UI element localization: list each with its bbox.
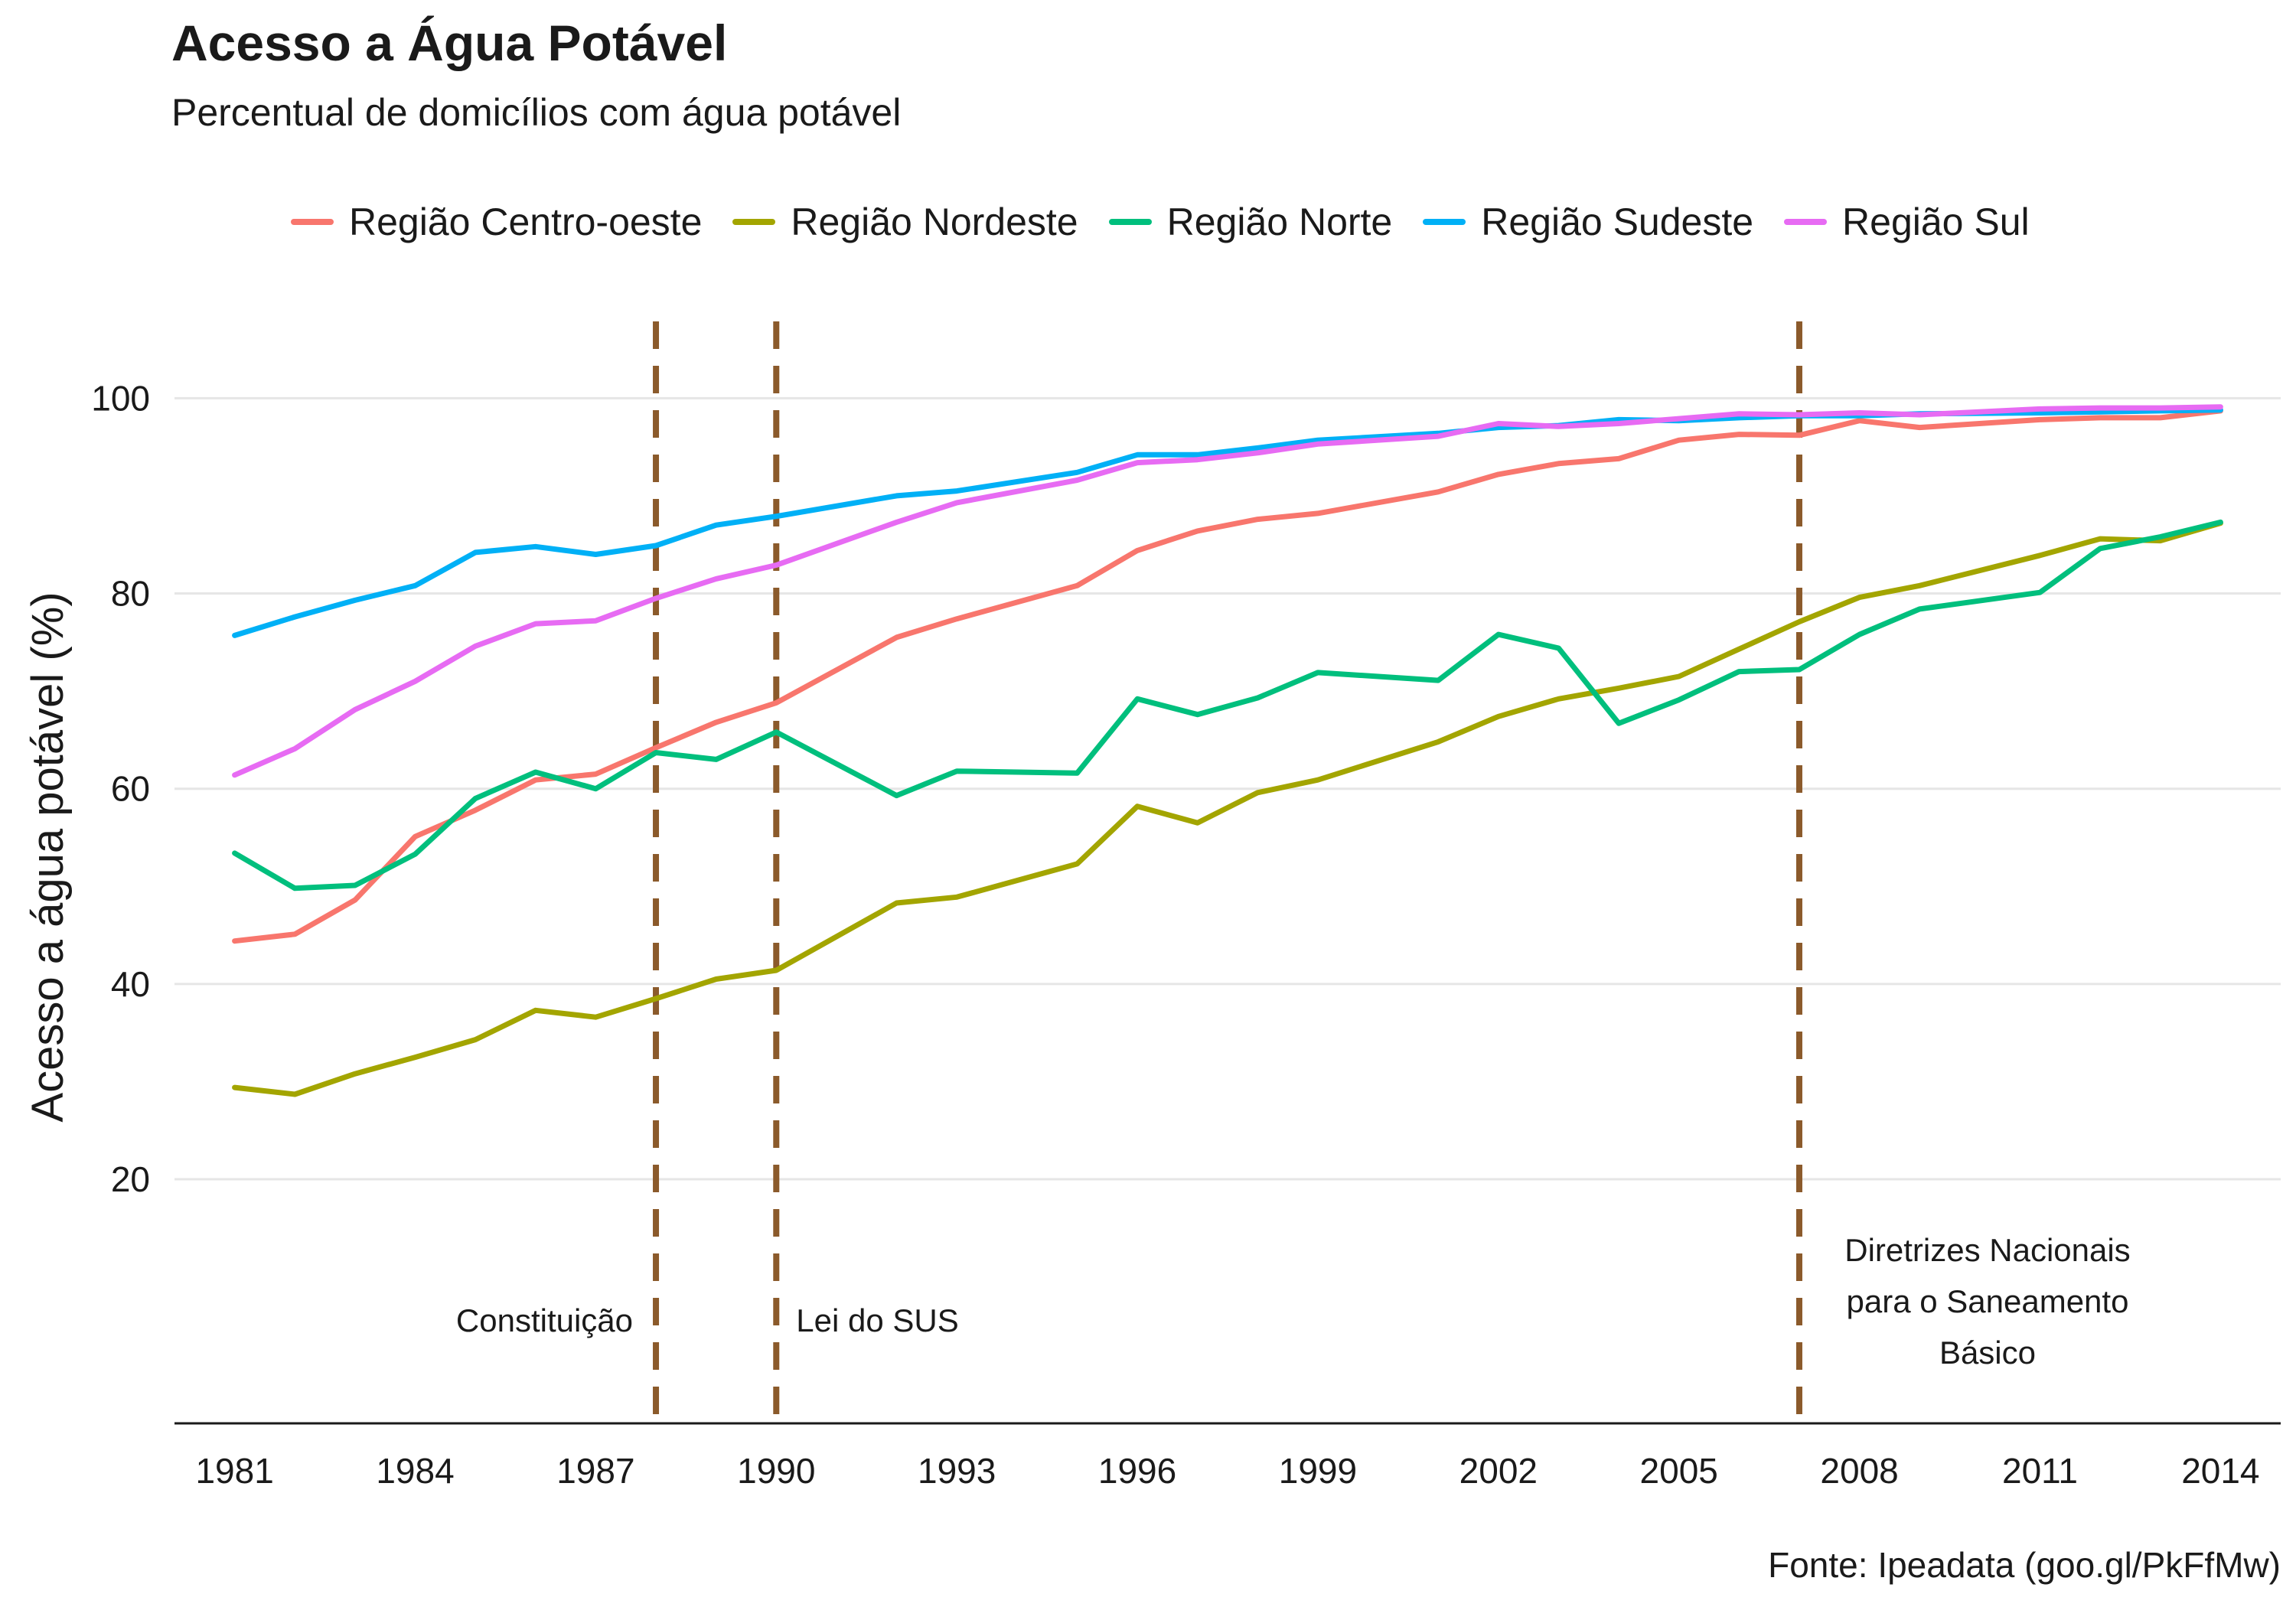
legend-item: Região Sudeste [1423,200,1753,244]
source-note: Fonte: Ipeadata (goo.gl/PkFfMw) [1768,1545,2281,1585]
legend-swatch [732,219,776,225]
legend-label: Região Sudeste [1481,200,1754,243]
x-tick-label: 1990 [737,1451,815,1491]
legend-swatch [291,219,334,225]
x-tick-label: 1981 [195,1451,273,1491]
y-tick-label: 60 [111,769,150,809]
annotation-label: Diretrizes Nacionais [1844,1232,2130,1268]
annotation-label: para o Saneamento [1847,1283,2129,1319]
legend-label: Região Sul [1842,200,2030,243]
legend-item: Região Norte [1108,200,1393,244]
x-tick-label: 2014 [2181,1451,2259,1491]
annotation-label: Lei do SUS [796,1302,958,1338]
series-line-2 [232,520,2223,1097]
legend: Região Centro-oeste Região Nordeste Região… [291,191,2030,253]
y-tick-label: 40 [111,964,150,1004]
legend-item: Região Nordeste [732,200,1078,244]
x-tick-label: 1999 [1279,1451,1357,1491]
legend-swatch [1423,219,1466,225]
series-line-3 [232,519,2223,892]
chart-title: Acesso a Água Potável [171,15,728,71]
series-line-1 [232,408,2223,944]
x-tick-label: 1996 [1098,1451,1176,1491]
legend-label: Região Norte [1166,200,1393,243]
x-tick-label: 2002 [1459,1451,1538,1491]
legend-label: Região Centro-oeste [349,200,703,243]
x-tick-label: 2008 [1820,1451,1898,1491]
y-tick-label: 20 [111,1159,150,1199]
x-tick-label: 1987 [556,1451,634,1491]
series-line-5 [232,404,2223,778]
x-tick-label: 1993 [918,1451,996,1491]
legend-item: Região Sul [1784,200,2030,244]
x-tick-label: 1984 [376,1451,454,1491]
chart-subtitle: Percentual de domicílios com água potáve… [171,91,902,134]
x-tick-label: 2011 [2002,1451,2078,1491]
legend-swatch [1108,219,1152,225]
legend-swatch [1784,219,1828,225]
y-tick-label: 100 [91,378,150,418]
annotation-label: Constituição [456,1302,633,1338]
legend-label: Região Nordeste [791,200,1078,243]
x-tick-label: 2005 [1640,1451,1718,1491]
y-tick-label: 80 [111,574,150,614]
y-axis-title: Acesso a água potável (%) [23,592,73,1122]
annotation-label: Básico [1939,1335,2036,1371]
legend-item: Região Centro-oeste [291,200,702,244]
